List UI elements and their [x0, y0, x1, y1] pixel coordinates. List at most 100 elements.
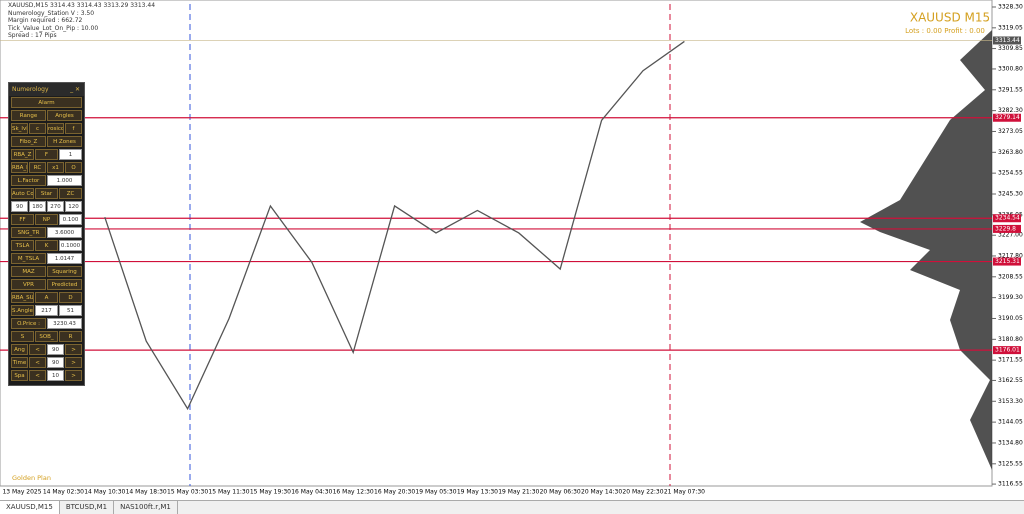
panel-button[interactable]: SOB_	[35, 331, 58, 342]
x-tick-label: 15 May 11:30	[208, 489, 249, 496]
panel-button[interactable]: ZC	[59, 188, 82, 199]
tab[interactable]: BTCUSD,M1	[60, 501, 115, 514]
panel-button[interactable]: Spa	[11, 370, 28, 381]
panel-button[interactable]: L.Factor	[11, 175, 46, 186]
panel-button[interactable]: RBA_SUN	[11, 292, 34, 303]
close[interactable]: _ ✕	[70, 86, 80, 93]
panel-button[interactable]: Time	[11, 357, 28, 368]
panel-button[interactable]: <	[29, 344, 46, 355]
panel-row: RBA_SUNAD	[9, 291, 84, 304]
panel-button[interactable]: M_TSLA	[11, 253, 46, 264]
y-tick-label: 3144.05	[998, 419, 1023, 426]
panel-input[interactable]: 120	[65, 201, 82, 212]
account: Lots : 0.00 Profit : 0.00	[905, 27, 985, 35]
panel-button[interactable]: x1	[47, 162, 64, 173]
panel-button[interactable]: >	[65, 344, 82, 355]
panel-button[interactable]: R	[59, 331, 82, 342]
panel-input[interactable]: 217	[35, 305, 58, 316]
panel-row: Alarm	[9, 96, 84, 109]
panel-button[interactable]: >	[65, 357, 82, 368]
panel-input[interactable]: 90	[47, 344, 64, 355]
panel-button[interactable]: O.Price :	[11, 318, 46, 329]
x-tick-label: 20 May 14:30	[581, 489, 622, 496]
panel-input[interactable]: 1.0147	[47, 253, 82, 264]
panel-input[interactable]: 10	[47, 370, 64, 381]
panel-button[interactable]: <	[29, 370, 46, 381]
panel-input[interactable]: 180	[29, 201, 46, 212]
level-tag	[993, 224, 1021, 233]
panel-button[interactable]: f	[65, 123, 82, 134]
panel-button[interactable]: Auto Color	[11, 188, 34, 199]
panel-row: Time <90 >	[9, 356, 84, 369]
y-tick-label: 3171.55	[998, 357, 1023, 364]
panel-row: MAZ Squaring	[9, 265, 84, 278]
y-tick-label: 3328.30	[998, 3, 1023, 10]
panel-row: M_TSLA 1.0147	[9, 252, 84, 265]
panel-button[interactable]: F	[35, 149, 58, 160]
panel-button[interactable]: RC	[29, 162, 46, 173]
panel-button[interactable]: A	[35, 292, 58, 303]
panel-button[interactable]: SNG_TR	[11, 227, 46, 238]
panel-button[interactable]: S.Angle :	[11, 305, 34, 316]
panel-button[interactable]: S	[11, 331, 34, 342]
panel-input[interactable]: 3.6000	[47, 227, 82, 238]
panel-button[interactable]: FF	[11, 214, 34, 225]
panel-row: 90 180 270 120	[9, 200, 84, 213]
header-line: Tick_Value_Lot_On_Pip : 10.00	[8, 24, 99, 32]
panel-input[interactable]: 1	[59, 149, 82, 160]
panel-input[interactable]: 3230.43	[47, 318, 82, 329]
panel-button[interactable]: c	[29, 123, 46, 134]
panel-row: Ang <90 >	[9, 343, 84, 356]
y-tick-label: 3282.30	[998, 107, 1023, 114]
panel-row: L.Factor 1.000	[9, 174, 84, 187]
chart: XAUUSD M15 Lots : 0.00 Profit : 0.00 Gol…	[0, 0, 1023, 496]
panel-button[interactable]: Squaring	[47, 266, 82, 277]
price-line	[104, 40, 685, 411]
panel-button[interactable]: D	[59, 292, 82, 303]
tab[interactable]: NAS100ft.r,M1	[114, 501, 178, 514]
panel-button[interactable]: O	[65, 162, 82, 173]
y-tick-label: 3263.80	[998, 149, 1023, 156]
panel-button[interactable]: H Zones	[47, 136, 82, 147]
tab[interactable]: XAUUSD,M15	[0, 501, 60, 514]
panel-button[interactable]: VPR	[11, 279, 46, 290]
panel-button[interactable]: Ang	[11, 344, 28, 355]
panel-input[interactable]: 90	[11, 201, 28, 212]
x-tick-label: 15 May 03:30	[167, 489, 208, 496]
x-tick-label: 13 May 2025	[2, 489, 41, 496]
panel-button[interactable]: MAZ	[11, 266, 46, 277]
x-tick-label: 20 May 06:30	[540, 489, 581, 496]
header-line: XAUUSD,M15 3314.43 3314.43 3313.29 3313.…	[8, 2, 156, 9]
x-tick-label: 16 May 20:30	[374, 489, 415, 496]
panel-button[interactable]: Angles	[47, 110, 82, 121]
panel-row: SNG_TR 3.6000	[9, 226, 84, 239]
panel-input[interactable]: 0.1000	[59, 240, 82, 251]
level-tag	[993, 257, 1021, 266]
panel-input[interactable]: 270	[47, 201, 64, 212]
x-tick-label: 19 May 21:30	[498, 489, 539, 496]
panel-button[interactable]: Alarm	[11, 97, 82, 108]
panel-button[interactable]: K	[35, 240, 58, 251]
header-line: Numerology_Station V : 3.50	[8, 9, 95, 17]
panel-button[interactable]: <	[29, 357, 46, 368]
panel-button[interactable]: Predicted	[47, 279, 82, 290]
panel-button[interactable]: rosicolor	[47, 123, 64, 134]
panel-button[interactable]: RBA_Z	[11, 149, 34, 160]
y-tick-label: 3227.00	[998, 232, 1023, 239]
panel-input[interactable]: 51	[59, 305, 82, 316]
y-tick-label: 3190.05	[998, 315, 1023, 322]
panel-button[interactable]: TSLA	[11, 240, 34, 251]
panel-input[interactable]: 90	[47, 357, 64, 368]
panel-button[interactable]: RBA_LVL	[11, 162, 28, 173]
panel-button[interactable]: Star	[35, 188, 58, 199]
panel-button[interactable]: Range	[11, 110, 46, 121]
panel-button[interactable]: Sk_lvl	[11, 123, 28, 134]
panel-button[interactable]: NP	[35, 214, 58, 225]
panel-input[interactable]: 1.000	[47, 175, 82, 186]
panel-input[interactable]: 0.100	[59, 214, 82, 225]
y-tick-label: 3208.55	[998, 273, 1023, 280]
panel-button[interactable]: >	[65, 370, 82, 381]
panel-button[interactable]: Fibo_Z	[11, 136, 46, 147]
x-tick-label: 14 May 02:30	[43, 489, 84, 496]
